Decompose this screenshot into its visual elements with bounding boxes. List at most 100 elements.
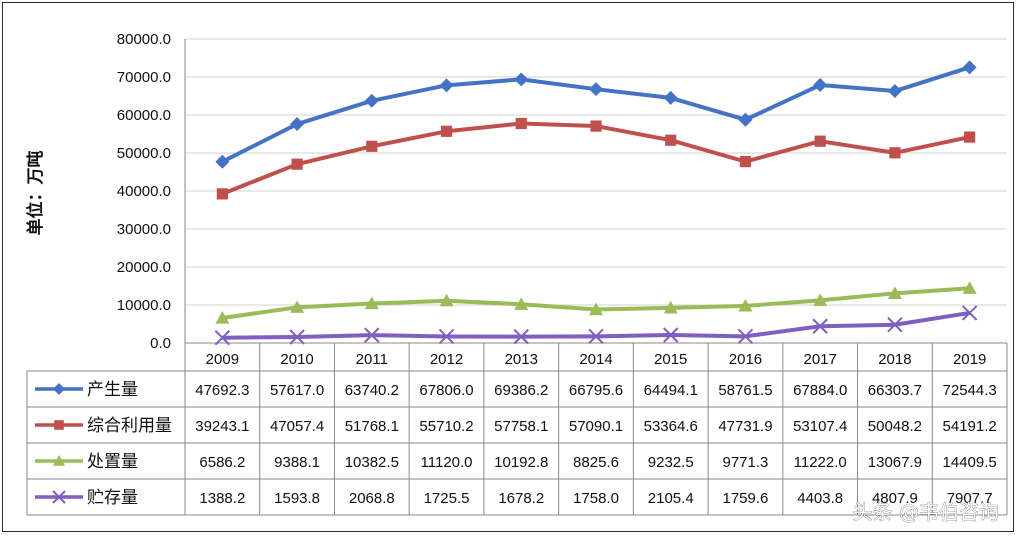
data-table-cell: 11222.0 bbox=[794, 454, 847, 471]
data-table-cell: 8825.6 bbox=[573, 454, 619, 471]
data-table-cell: 10192.8 bbox=[494, 454, 548, 471]
data-table-cell: 54191.2 bbox=[943, 418, 997, 435]
data-point bbox=[366, 140, 378, 152]
data-point bbox=[812, 318, 828, 334]
data-point bbox=[887, 84, 902, 99]
data-table-cell: 1759.6 bbox=[723, 490, 769, 507]
data-point bbox=[439, 78, 454, 93]
legend-label: 综合利用量 bbox=[87, 416, 172, 436]
data-table-cell: 6586.2 bbox=[199, 454, 245, 471]
x-tick-label: 2016 bbox=[729, 351, 762, 368]
data-table-cell: 2068.8 bbox=[349, 490, 395, 507]
data-table-cell: 67806.0 bbox=[419, 382, 473, 399]
x-tick-label: 2010 bbox=[280, 351, 313, 368]
data-table-cell: 9771.3 bbox=[723, 454, 769, 471]
y-tick-label: 20000.0 bbox=[117, 259, 171, 276]
x-tick-label: 2017 bbox=[803, 351, 836, 368]
data-table-cell: 1725.5 bbox=[424, 490, 470, 507]
data-table-cell: 47692.3 bbox=[195, 382, 249, 399]
data-point bbox=[887, 286, 902, 299]
data-point bbox=[889, 147, 901, 159]
data-table-cell: 66303.7 bbox=[868, 382, 922, 399]
data-point bbox=[663, 327, 679, 343]
data-point bbox=[53, 383, 65, 395]
data-table-cell: 2105.4 bbox=[648, 490, 694, 507]
watermark: 头条 @韦伯咨询 bbox=[853, 500, 999, 524]
y-tick-label: 80000.0 bbox=[117, 31, 171, 48]
x-tick-label: 2012 bbox=[430, 351, 463, 368]
data-point bbox=[290, 117, 305, 132]
data-table-cell: 1593.8 bbox=[274, 490, 320, 507]
data-table-cell: 1758.0 bbox=[573, 490, 619, 507]
x-tick-label: 2018 bbox=[878, 351, 911, 368]
data-point bbox=[514, 72, 529, 87]
data-point bbox=[290, 300, 305, 313]
data-point bbox=[514, 297, 529, 310]
data-table-cell: 57617.0 bbox=[270, 382, 324, 399]
data-point bbox=[590, 120, 602, 132]
data-table-cell: 57758.1 bbox=[494, 418, 548, 435]
data-point bbox=[513, 328, 529, 345]
x-tick-label: 2019 bbox=[953, 351, 986, 368]
data-table-cell: 7907.7 bbox=[947, 490, 993, 507]
data-point bbox=[53, 455, 65, 466]
y-tick-label: 70000.0 bbox=[117, 69, 171, 86]
data-point bbox=[440, 125, 453, 137]
data-table-cell: 47057.4 bbox=[270, 418, 324, 435]
data-point bbox=[588, 328, 604, 345]
legend-label: 贮存量 bbox=[87, 488, 138, 508]
data-point bbox=[215, 154, 230, 169]
x-tick-label: 2015 bbox=[654, 351, 687, 368]
data-point bbox=[439, 293, 454, 307]
data-point bbox=[961, 305, 978, 321]
data-point bbox=[215, 310, 230, 324]
data-table-cell: 69386.2 bbox=[494, 382, 548, 399]
data-point bbox=[289, 329, 305, 345]
data-table-cell: 14409.5 bbox=[943, 454, 997, 471]
data-table-cell: 53364.6 bbox=[644, 418, 698, 435]
data-point bbox=[663, 90, 678, 105]
data-point bbox=[663, 300, 678, 314]
legend-label: 产生量 bbox=[87, 380, 138, 400]
legend-label: 处置量 bbox=[87, 452, 138, 472]
data-table-cell: 11120.0 bbox=[421, 454, 473, 471]
data-point bbox=[887, 317, 903, 333]
data-point bbox=[364, 93, 379, 108]
line-chart: 0.0 10000.0 20000.0 30000.0 40000.0 50000.0 60… bbox=[25, 31, 1008, 524]
y-tick-label: 60000.0 bbox=[117, 107, 171, 124]
data-table-cell: 50048.2 bbox=[868, 418, 922, 435]
data-point bbox=[962, 281, 977, 294]
data-table-cell: 57090.1 bbox=[569, 418, 623, 435]
series-line bbox=[222, 310, 970, 340]
data-point bbox=[737, 328, 754, 345]
data-point bbox=[813, 78, 828, 93]
data-table-cell: 51768.1 bbox=[345, 418, 399, 435]
data-table-cell: 10382.5 bbox=[345, 454, 399, 471]
x-tick-label: 2009 bbox=[206, 351, 239, 368]
data-table-cell: 13067.9 bbox=[868, 454, 922, 471]
data-point bbox=[216, 188, 228, 200]
data-table-cell: 9388.1 bbox=[274, 454, 320, 471]
data-point bbox=[964, 131, 976, 143]
data-table-cell: 72544.3 bbox=[943, 382, 997, 399]
y-tick-label: 40000.0 bbox=[117, 183, 171, 200]
x-tick-label: 2014 bbox=[579, 351, 612, 368]
data-point bbox=[738, 298, 753, 312]
data-point bbox=[364, 327, 380, 343]
y-tick-label: 50000.0 bbox=[117, 145, 171, 162]
x-tick-label: 2011 bbox=[356, 351, 388, 368]
data-point bbox=[52, 490, 66, 504]
data-table-cell: 64494.1 bbox=[644, 382, 698, 399]
data-table-cell: 39243.1 bbox=[195, 418, 249, 435]
data-point bbox=[438, 328, 455, 345]
y-tick-label: 10000.0 bbox=[117, 297, 171, 314]
data-table-cell: 1388.2 bbox=[199, 490, 245, 507]
data-point bbox=[813, 293, 828, 306]
data-point bbox=[54, 420, 64, 430]
data-table-cell: 53107.4 bbox=[793, 418, 847, 435]
data-point bbox=[214, 330, 231, 346]
data-point bbox=[364, 296, 379, 310]
data-table-cell: 58761.5 bbox=[718, 382, 772, 399]
data-table-cell: 47731.9 bbox=[718, 418, 772, 435]
